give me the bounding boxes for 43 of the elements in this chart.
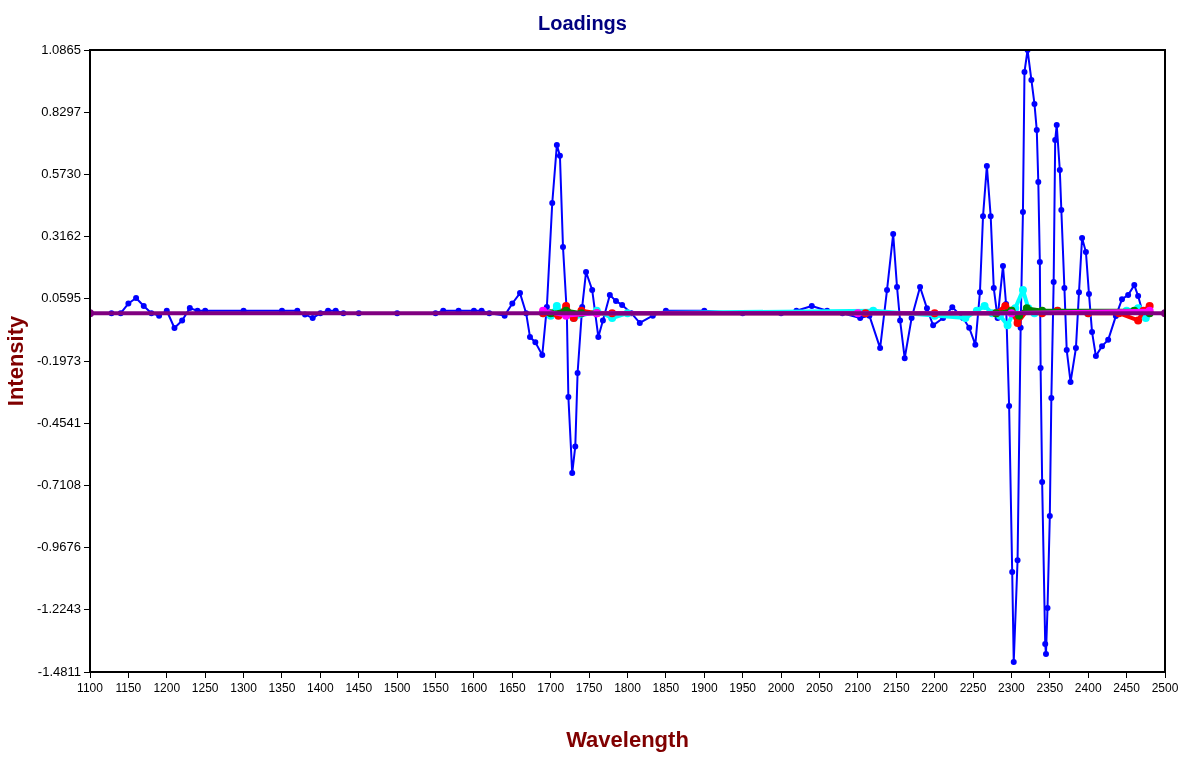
x-tick-label: 2150 <box>882 680 910 695</box>
x-tick-label: 1400 <box>307 680 335 695</box>
x-tick-label: 1750 <box>575 680 603 695</box>
y-tick-label: -0.7108 <box>36 476 81 492</box>
x-tick-label: 1150 <box>115 680 142 695</box>
x-tick-label: 2400 <box>1074 680 1102 695</box>
y-tick-label: -0.4541 <box>36 414 81 430</box>
x-tick-label: 1550 <box>422 680 450 695</box>
x-tick-label: 1450 <box>345 680 373 695</box>
x-tick-label: 2000 <box>767 680 795 695</box>
x-tick-label: 2100 <box>844 680 872 695</box>
y-tick-label: -1.2243 <box>36 601 81 617</box>
chart-title: Loadings <box>538 11 627 34</box>
y-tick-label: -0.1973 <box>36 352 81 368</box>
x-tick-label: 1350 <box>268 680 296 695</box>
x-tick-label: 1100 <box>77 680 104 695</box>
x-tick-label: 1700 <box>537 680 565 695</box>
x-tick-label: 1300 <box>230 680 258 695</box>
x-tick-label: 2200 <box>921 680 949 695</box>
x-tick-label: 1800 <box>614 680 642 695</box>
x-tick-label: 2300 <box>998 680 1026 695</box>
x-tick-label: 2350 <box>1036 680 1064 695</box>
x-tick-label: 2050 <box>806 680 834 695</box>
y-axis-title: Intensity <box>3 315 29 407</box>
y-tick-label: -1.4811 <box>37 663 81 679</box>
x-tick-label: 1200 <box>153 680 181 695</box>
x-tick-label: 2250 <box>959 680 987 695</box>
x-axis-title: Wavelength <box>566 726 689 752</box>
y-tick-label: -0.9676 <box>36 539 81 555</box>
x-tick-label: 1600 <box>460 680 488 695</box>
y-tick-label: 0.0595 <box>41 290 81 306</box>
x-tick-label: 1900 <box>690 680 718 695</box>
y-tick-label: 1.0865 <box>41 41 81 57</box>
x-tick-label: 1950 <box>729 680 757 695</box>
x-tick-label: 1850 <box>652 680 680 695</box>
y-tick-label: 0.3162 <box>41 228 81 244</box>
x-tick-label: 2450 <box>1113 680 1141 695</box>
x-tick-label: 2500 <box>1151 680 1179 695</box>
x-tick-label: 1500 <box>383 680 411 695</box>
x-tick-label: 1250 <box>191 680 219 695</box>
x-tick-label: 1650 <box>498 680 526 695</box>
y-tick-label: 0.5730 <box>41 165 81 181</box>
y-tick-label: 0.8297 <box>41 103 81 119</box>
